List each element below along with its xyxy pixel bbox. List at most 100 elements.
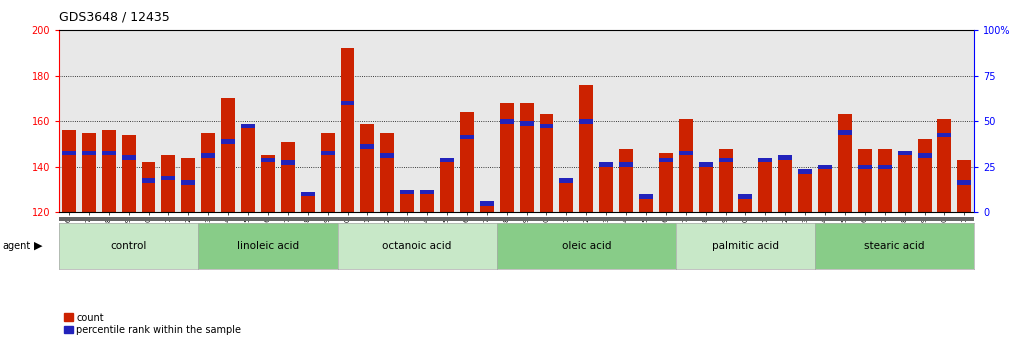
Bar <box>62 151 76 155</box>
Bar <box>520 103 534 212</box>
Bar <box>957 181 971 185</box>
Bar <box>380 153 395 158</box>
Text: stearic acid: stearic acid <box>864 241 924 251</box>
Bar <box>778 155 792 160</box>
Bar <box>678 151 693 155</box>
Bar <box>420 190 434 194</box>
Bar <box>580 119 593 124</box>
Bar <box>759 160 772 212</box>
Bar <box>639 196 653 212</box>
Bar <box>938 133 952 137</box>
Text: GDS3648 / 12435: GDS3648 / 12435 <box>59 11 170 24</box>
Bar <box>261 155 275 212</box>
Bar <box>559 181 574 212</box>
Bar <box>719 158 732 162</box>
Bar <box>759 158 772 162</box>
Bar <box>838 114 852 212</box>
Bar <box>201 153 216 158</box>
Bar <box>440 160 454 212</box>
Bar <box>738 196 753 212</box>
Text: palmitic acid: palmitic acid <box>712 241 779 251</box>
Bar <box>580 85 593 212</box>
Bar <box>639 194 653 199</box>
Bar <box>241 124 255 212</box>
Bar <box>301 194 314 212</box>
Text: control: control <box>111 241 146 251</box>
Bar <box>957 160 971 212</box>
Bar <box>162 176 175 181</box>
Bar <box>261 158 275 162</box>
Bar <box>122 155 135 160</box>
Bar <box>499 103 514 212</box>
Bar <box>619 149 633 212</box>
Bar <box>341 101 355 105</box>
Bar <box>858 165 872 169</box>
Bar <box>480 201 494 212</box>
Bar <box>480 201 494 206</box>
Bar <box>82 133 96 212</box>
Bar <box>520 121 534 126</box>
Bar <box>401 190 414 194</box>
Bar <box>559 178 574 183</box>
Bar <box>181 181 195 185</box>
Bar <box>380 133 395 212</box>
Bar <box>401 190 414 212</box>
Bar <box>599 162 613 167</box>
Bar <box>878 165 892 169</box>
Bar <box>162 155 175 212</box>
Bar <box>798 171 813 212</box>
Bar <box>540 124 553 128</box>
Bar <box>141 162 156 212</box>
Bar <box>141 178 156 183</box>
Bar <box>221 98 235 212</box>
Bar <box>360 124 374 212</box>
Bar <box>659 153 673 212</box>
Bar <box>917 139 932 212</box>
Bar <box>878 149 892 212</box>
Text: octanoic acid: octanoic acid <box>382 241 452 251</box>
Bar <box>599 165 613 212</box>
Bar <box>838 130 852 135</box>
Text: ▶: ▶ <box>34 241 42 251</box>
Legend: count, percentile rank within the sample: count, percentile rank within the sample <box>64 313 241 335</box>
Bar <box>818 165 832 169</box>
Bar <box>320 151 335 155</box>
Bar <box>699 165 713 212</box>
Bar <box>738 194 753 199</box>
Bar <box>619 162 633 167</box>
Bar <box>420 190 434 212</box>
Text: linoleic acid: linoleic acid <box>237 241 299 251</box>
Bar <box>62 130 76 212</box>
Bar <box>938 119 952 212</box>
Bar <box>360 144 374 149</box>
Bar <box>699 162 713 167</box>
Bar <box>281 160 295 165</box>
Bar <box>798 169 813 174</box>
Bar <box>460 135 474 139</box>
Bar <box>818 167 832 212</box>
Bar <box>201 133 216 212</box>
Bar <box>122 135 135 212</box>
Bar <box>659 158 673 162</box>
Bar <box>181 158 195 212</box>
Bar <box>341 48 355 212</box>
Bar <box>540 114 553 212</box>
Bar <box>858 149 872 212</box>
Bar <box>778 158 792 212</box>
Bar <box>898 151 911 155</box>
Text: agent: agent <box>2 241 31 251</box>
Bar <box>499 119 514 124</box>
Bar <box>102 130 116 212</box>
Bar <box>460 112 474 212</box>
Bar <box>678 119 693 212</box>
Bar <box>898 153 911 212</box>
Bar <box>917 153 932 158</box>
Bar <box>301 192 314 196</box>
Bar <box>241 124 255 128</box>
Bar <box>281 142 295 212</box>
Bar <box>102 151 116 155</box>
Bar <box>719 149 732 212</box>
Bar <box>82 151 96 155</box>
Text: oleic acid: oleic acid <box>561 241 611 251</box>
Bar <box>221 139 235 144</box>
